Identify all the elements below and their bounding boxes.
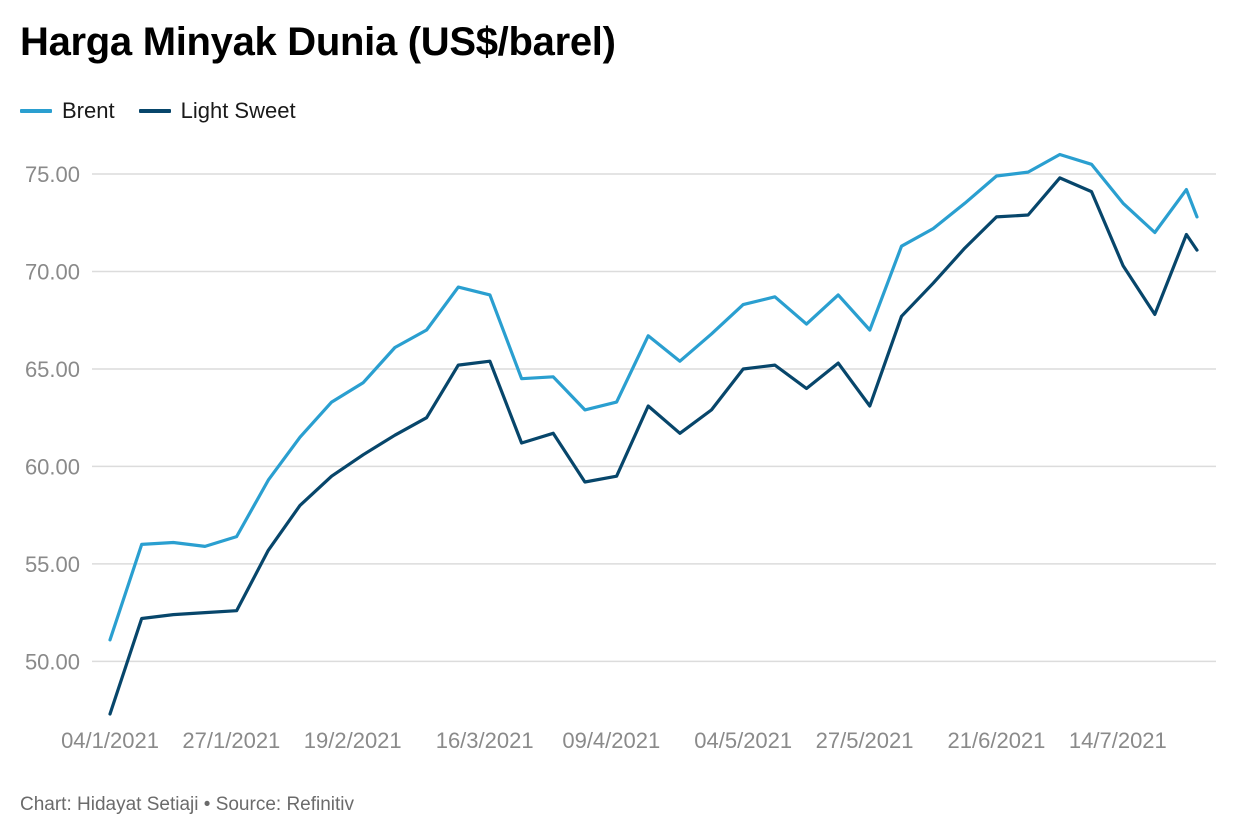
legend-label-brent: Brent <box>62 98 115 123</box>
x-tick-label-5: 04/5/2021 <box>694 728 792 753</box>
chart-title: Harga Minyak Dunia (US$/barel) <box>20 20 616 64</box>
legend-swatch-light-sweet <box>138 109 171 113</box>
y-tick-label-5: 75.00 <box>25 162 80 187</box>
y-tick-label-0: 50.00 <box>25 649 80 674</box>
x-tick-label-0: 04/1/2021 <box>61 728 159 753</box>
y-tick-label-3: 65.00 <box>25 357 80 382</box>
x-tick-label-1: 27/1/2021 <box>182 728 280 753</box>
series-line-light-sweet <box>108 176 1199 716</box>
y-tick-label-4: 70.00 <box>25 260 80 285</box>
footer-source: Source: Refinitiv <box>215 794 355 815</box>
x-tick-label-4: 09/4/2021 <box>562 728 660 753</box>
x-tick-label-2: 19/2/2021 <box>304 728 402 753</box>
footer-credit: Chart: Hidayat Setiaji <box>20 794 199 815</box>
series-line-brent <box>108 152 1199 642</box>
legend: Brent Light Sweet <box>20 98 296 124</box>
legend-item-light-sweet: Light Sweet <box>138 98 296 124</box>
x-tick-label-7: 21/6/2021 <box>948 728 1046 753</box>
y-tick-label-1: 55.00 <box>25 552 80 577</box>
y-tick-label-2: 60.00 <box>25 454 80 479</box>
chart-footer: Chart: Hidayat Setiaji • Source: Refinit… <box>20 794 354 816</box>
legend-swatch-brent <box>20 109 52 113</box>
legend-item-brent: Brent <box>20 98 115 124</box>
legend-label-light-sweet: Light Sweet <box>180 98 296 123</box>
line-chart: 50.00 55.00 60.00 65.00 70.00 75.00 04/1/2021 2… <box>25 152 1216 753</box>
footer-separator: • <box>203 794 211 815</box>
x-tick-label-3: 16/3/2021 <box>436 728 534 753</box>
x-tick-label-6: 27/5/2021 <box>816 728 914 753</box>
x-tick-label-8: 14/7/2021 <box>1069 728 1167 753</box>
